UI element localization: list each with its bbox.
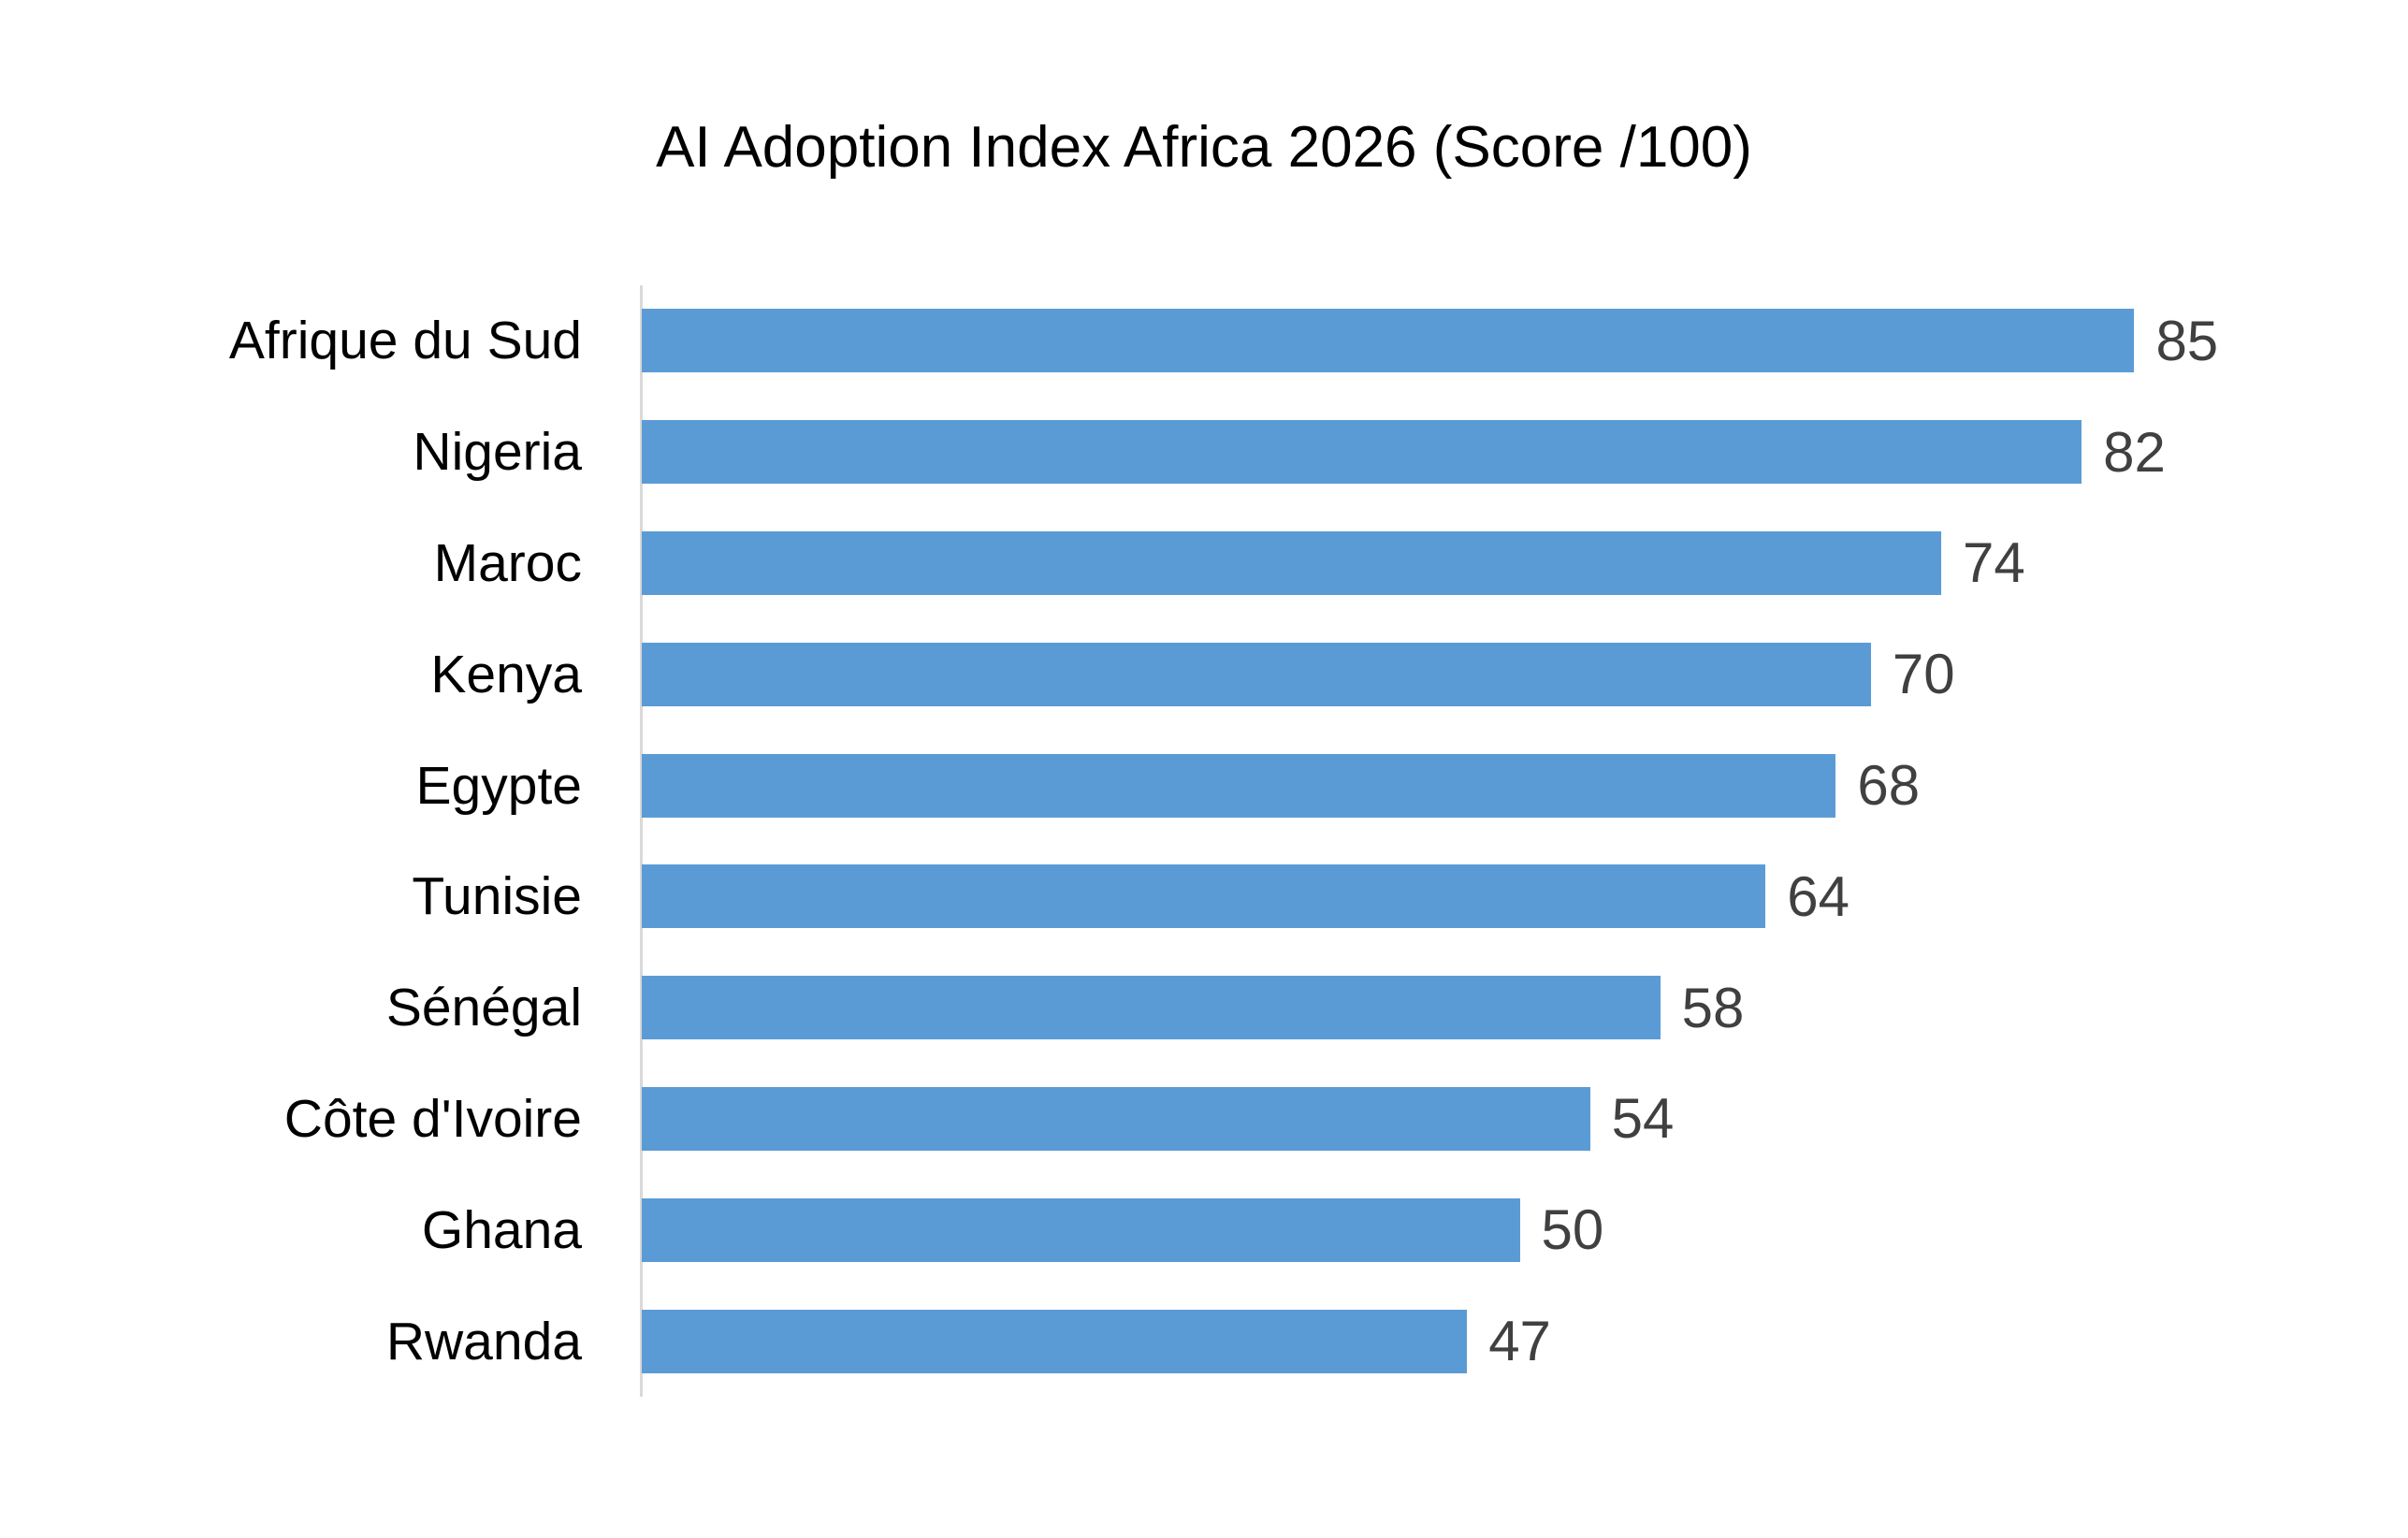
category-label: Maroc <box>433 532 582 593</box>
category-label: Afrique du Sud <box>228 311 582 371</box>
bar-area: 68 <box>642 730 2398 841</box>
bar-row: Sénégal 58 <box>0 952 2398 1064</box>
bar <box>642 1086 1590 1151</box>
value-label: 64 <box>1787 864 1850 928</box>
value-label: 68 <box>1857 754 1921 818</box>
bar-area: 50 <box>642 1174 2398 1285</box>
category-label: Sénégal <box>385 978 582 1038</box>
bar <box>642 642 1871 706</box>
bar <box>642 530 1941 595</box>
category-label: Tunisie <box>412 866 582 927</box>
bar-row: Maroc 74 <box>0 508 2398 619</box>
bar-area: 58 <box>642 952 2398 1064</box>
bar <box>642 1197 1520 1262</box>
bar-area: 82 <box>642 397 2398 508</box>
bar-area: 64 <box>642 841 2398 952</box>
value-label: 82 <box>2103 420 2166 484</box>
category-label: Nigeria <box>413 422 582 483</box>
bar-row: Afrique du Sud 85 <box>0 285 2398 397</box>
value-label: 50 <box>1541 1198 1604 1262</box>
bar-row: Rwanda 47 <box>0 1285 2398 1397</box>
category-label: Ghana <box>421 1199 582 1260</box>
bar <box>642 420 2082 485</box>
bar-area: 70 <box>642 618 2398 730</box>
chart-title: AI Adoption Index Africa 2026 (Score /10… <box>656 115 1752 180</box>
bar <box>642 309 2135 373</box>
bar-area: 47 <box>642 1285 2398 1397</box>
category-label: Rwanda <box>385 1311 582 1371</box>
bar-area: 54 <box>642 1064 2398 1175</box>
bar <box>642 753 1836 818</box>
bar-row: Kenya 70 <box>0 618 2398 730</box>
bar-row: Nigeria 82 <box>0 397 2398 508</box>
category-label: Kenya <box>430 644 582 704</box>
bar-row: Egypte 68 <box>0 730 2398 841</box>
value-label: 47 <box>1488 1310 1551 1373</box>
category-label: Côte d'Ivoire <box>283 1088 582 1149</box>
bar <box>642 864 1766 929</box>
bar-row: Tunisie 64 <box>0 841 2398 952</box>
bar-row: Côte d'Ivoire 54 <box>0 1064 2398 1175</box>
bar-area: 85 <box>642 285 2398 397</box>
bar-row: Ghana 50 <box>0 1174 2398 1285</box>
bar-rows: Afrique du Sud 85 Nigeria 82 Maroc 74 Kenya 70 E… <box>0 285 2398 1397</box>
value-label: 70 <box>1892 643 1955 706</box>
y-axis-line <box>640 285 643 1397</box>
category-label: Egypte <box>415 755 582 816</box>
value-label: 74 <box>1962 531 2025 595</box>
value-label: 54 <box>1611 1087 1675 1151</box>
value-label: 58 <box>1681 976 1745 1039</box>
bar-area: 74 <box>642 508 2398 619</box>
bar <box>642 1309 1468 1373</box>
value-label: 85 <box>2155 309 2219 372</box>
bar <box>642 976 1661 1040</box>
